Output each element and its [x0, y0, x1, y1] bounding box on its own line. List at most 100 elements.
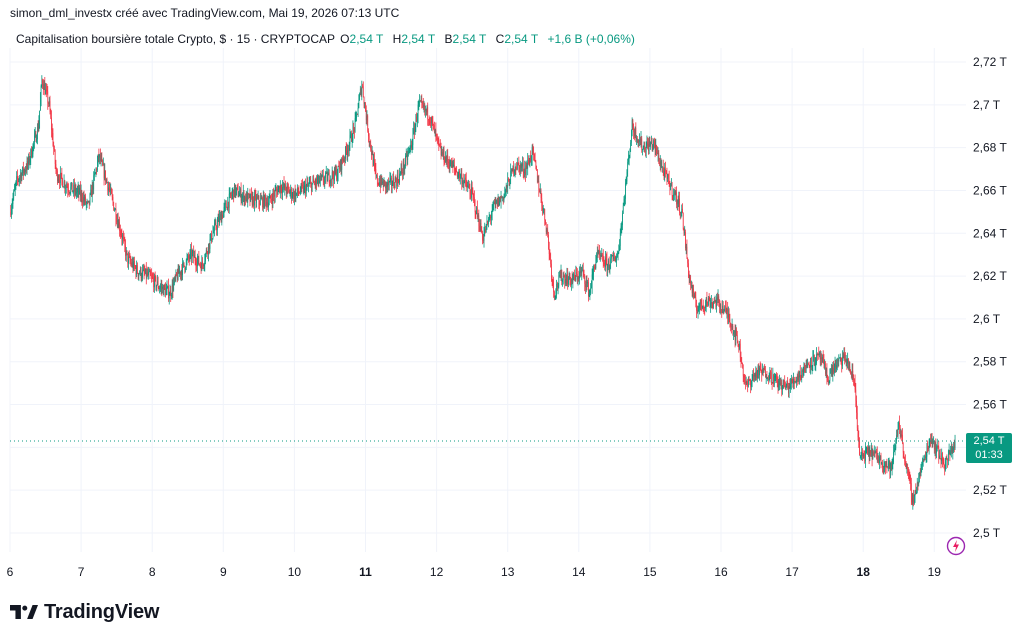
- candle-body: [887, 466, 888, 467]
- candle-body: [131, 262, 132, 266]
- tradingview-logo[interactable]: TradingView: [10, 600, 159, 624]
- candle-body: [475, 212, 477, 215]
- candle-body: [60, 172, 61, 183]
- candle-body: [659, 162, 660, 164]
- candle-body: [571, 278, 572, 286]
- candle-body: [739, 343, 740, 350]
- candle-body: [168, 295, 170, 299]
- candle-body: [489, 216, 491, 218]
- candle-body: [609, 267, 611, 268]
- candle-body: [954, 441, 956, 448]
- candle-body: [234, 184, 235, 198]
- candle-body: [828, 379, 829, 384]
- candle-body: [566, 274, 568, 285]
- candle-body: [296, 192, 297, 194]
- y-axis[interactable]: 2,72 T 2,7 T 2,68 T 2,66 T 2,64 T 2,62 T 2,6 T…: [973, 55, 1007, 540]
- candle-body: [732, 325, 734, 334]
- candle-body: [551, 263, 552, 277]
- candle-body: [160, 286, 162, 288]
- candle-body: [209, 238, 211, 249]
- candle-body: [582, 269, 584, 271]
- candle-body: [750, 382, 751, 387]
- candle-body: [498, 197, 500, 206]
- candle-body: [427, 107, 429, 120]
- candle-body: [134, 261, 135, 267]
- candle-body: [85, 196, 86, 204]
- candle-body: [932, 441, 934, 444]
- candle-body: [71, 182, 72, 187]
- candle-body: [587, 282, 589, 284]
- candle-body: [347, 150, 349, 155]
- candle-body: [102, 164, 104, 166]
- candle-body: [111, 193, 113, 198]
- candle-body: [812, 355, 814, 366]
- candle-body: [155, 277, 157, 288]
- candle-body: [570, 279, 572, 286]
- candle-body: [721, 309, 723, 314]
- candle-body: [430, 122, 432, 124]
- candle-body: [398, 180, 400, 183]
- candle-body: [367, 115, 369, 132]
- announcement-icon[interactable]: [946, 536, 966, 556]
- candle-body: [808, 364, 809, 366]
- candle-body: [632, 120, 634, 129]
- candle-body: [867, 448, 868, 454]
- candle-body: [535, 161, 537, 169]
- candle-body: [228, 193, 230, 208]
- candle-body: [518, 162, 520, 166]
- candle-body: [424, 104, 426, 111]
- candle-body: [239, 193, 240, 197]
- candle-body: [821, 357, 823, 363]
- candle-body: [781, 382, 783, 390]
- candle-body: [38, 121, 40, 131]
- candle-body: [269, 195, 271, 199]
- candle-body: [840, 357, 842, 363]
- candle-body: [419, 100, 420, 103]
- candle-body: [772, 374, 774, 383]
- x-axis[interactable]: 6 7 8 9 10 11 12 13 14 15 16 17 18 19: [7, 565, 942, 579]
- candle-body: [668, 177, 670, 185]
- candle-body: [21, 172, 23, 180]
- candle-body: [903, 452, 905, 458]
- candle-body: [436, 134, 437, 136]
- candle-body: [507, 178, 509, 188]
- candle-body: [332, 171, 334, 177]
- candle-body: [223, 206, 225, 212]
- candle-body: [139, 273, 140, 275]
- candle-body: [560, 269, 562, 278]
- candle-body: [500, 197, 502, 202]
- candle-body: [739, 343, 741, 358]
- candle-body: [265, 199, 267, 206]
- candle-body: [859, 455, 861, 456]
- candle-body: [562, 276, 564, 280]
- candle-body: [61, 173, 63, 179]
- candle-body: [680, 212, 682, 214]
- candle-body: [461, 174, 463, 184]
- candle-body: [806, 363, 808, 367]
- candle-body: [355, 114, 357, 119]
- candle-body: [327, 175, 329, 182]
- candle-body: [305, 184, 306, 194]
- candle-body: [782, 380, 784, 386]
- candle-body: [190, 249, 192, 253]
- candle-body: [267, 202, 269, 208]
- candle-body: [952, 451, 954, 453]
- candle-body: [374, 159, 375, 165]
- candle-body: [530, 155, 532, 161]
- candle-body: [46, 89, 48, 92]
- candle-body: [338, 165, 340, 167]
- candle-body: [905, 463, 907, 468]
- candle-body: [722, 305, 723, 314]
- candle-body: [909, 475, 911, 482]
- candle-body: [309, 182, 311, 184]
- candle-body: [658, 153, 660, 163]
- candle-body: [379, 182, 380, 186]
- candle-body: [384, 180, 386, 182]
- candle-body: [943, 462, 945, 469]
- candle-body: [479, 223, 481, 231]
- candle-body: [758, 366, 760, 376]
- candle-body: [709, 300, 711, 308]
- candle-body: [409, 146, 411, 149]
- candle-body: [219, 214, 221, 217]
